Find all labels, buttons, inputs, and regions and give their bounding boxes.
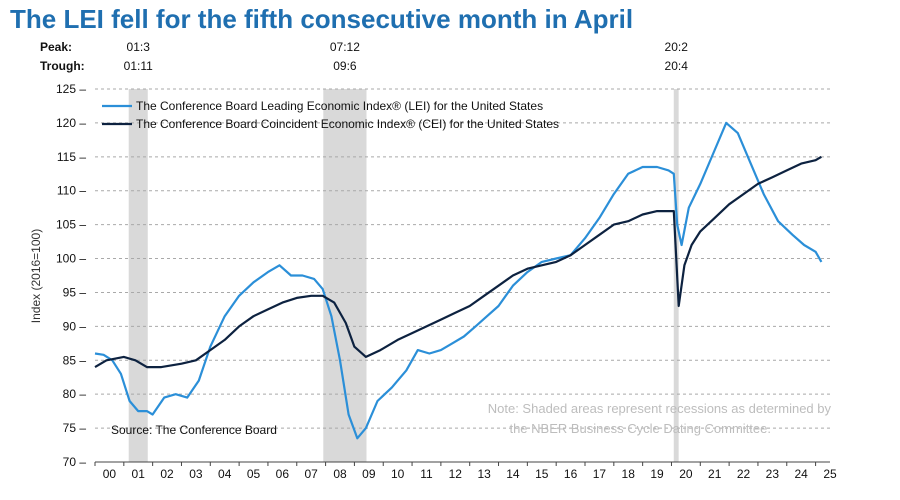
- lei-series-line: [94, 121, 823, 440]
- y-tick-label-105: 105 –: [56, 218, 86, 232]
- legend-cei-label: The Conference Board Coincident Economic…: [136, 117, 559, 131]
- note-line-1: Note: Shaded areas represent recessions …: [488, 401, 832, 416]
- cei-series-line: [94, 155, 822, 369]
- y-tick-label-80: 80 –: [63, 387, 87, 401]
- x-tick-label-18: 18: [622, 467, 636, 481]
- label-group: Peak: Trough: Index (2016=100) Source: T…: [29, 40, 831, 437]
- y-tick-label-70: 70 –: [63, 455, 87, 469]
- x-tick-label-08: 08: [333, 467, 347, 481]
- y-tick-label-120: 120 –: [56, 116, 86, 130]
- recession-trough-date-0: 01:11: [124, 59, 153, 73]
- peak-label: Peak:: [40, 40, 72, 54]
- source-text: Source: The Conference Board: [111, 423, 277, 437]
- legend-lei-label: The Conference Board Leading Economic In…: [136, 99, 543, 113]
- axis-group: 70 – 75 – 80 – 85 – 90 – 95 – 100 – 105 – 110 – 1…: [56, 82, 837, 481]
- recession-peak-date-2: 20:2: [665, 40, 689, 54]
- x-tick-label-20: 20: [679, 467, 693, 481]
- x-tick-label-14: 14: [506, 467, 520, 481]
- x-tick-label-09: 09: [362, 467, 376, 481]
- series-group: [94, 121, 823, 440]
- x-tick-label-00: 00: [103, 467, 117, 481]
- recession-shading-group: [128, 89, 679, 462]
- y-tick-label-90: 90 –: [63, 319, 87, 333]
- recession-peak-date-0: 01:3: [127, 40, 151, 54]
- grid-group: [95, 88, 830, 429]
- x-tick-label-02: 02: [160, 467, 174, 481]
- recession-peak-date-1: 07:12: [330, 40, 360, 54]
- y-tick-label-75: 75 –: [63, 421, 87, 435]
- x-tick-label-16: 16: [564, 467, 578, 481]
- trough-label: Trough:: [40, 59, 85, 73]
- x-tick-label-12: 12: [449, 467, 463, 481]
- x-tick-label-23: 23: [766, 467, 780, 481]
- x-tick-label-03: 03: [189, 467, 203, 481]
- recession-trough-date-1: 09:6: [333, 59, 357, 73]
- chart-title: The LEI fell for the fifth consecutive m…: [10, 4, 634, 34]
- x-tick-label-11: 11: [420, 467, 433, 481]
- recession-band-0: [128, 89, 148, 462]
- note-line-2: the NBER Business Cycle Dating Committee…: [509, 421, 771, 436]
- y-tick-label-85: 85 –: [63, 353, 87, 367]
- x-tick-label-21: 21: [708, 467, 722, 481]
- x-tick-label-15: 15: [535, 467, 549, 481]
- x-tick-label-01: 01: [132, 467, 146, 481]
- x-tick-label-10: 10: [391, 467, 405, 481]
- y-tick-label-125: 125 –: [56, 82, 86, 96]
- x-tick-label-24: 24: [794, 467, 808, 481]
- x-tick-label-04: 04: [218, 467, 232, 481]
- x-tick-label-05: 05: [247, 467, 261, 481]
- x-tick-label-25: 25: [823, 467, 837, 481]
- y-tick-label-115: 115 –: [57, 150, 86, 164]
- recession-band-1: [323, 89, 367, 462]
- x-tick-label-22: 22: [737, 467, 751, 481]
- x-tick-label-13: 13: [477, 467, 491, 481]
- y-tick-label-100: 100 –: [56, 252, 86, 266]
- x-tick-label-07: 07: [304, 467, 318, 481]
- y-axis-label: Index (2016=100): [29, 229, 43, 323]
- x-tick-label-19: 19: [650, 467, 664, 481]
- y-tick-label-95: 95 –: [63, 285, 87, 299]
- x-tick-label-17: 17: [593, 467, 607, 481]
- recession-trough-date-2: 20:4: [665, 59, 689, 73]
- x-tick-label-06: 06: [276, 467, 290, 481]
- y-tick-label-110: 110 –: [57, 184, 86, 198]
